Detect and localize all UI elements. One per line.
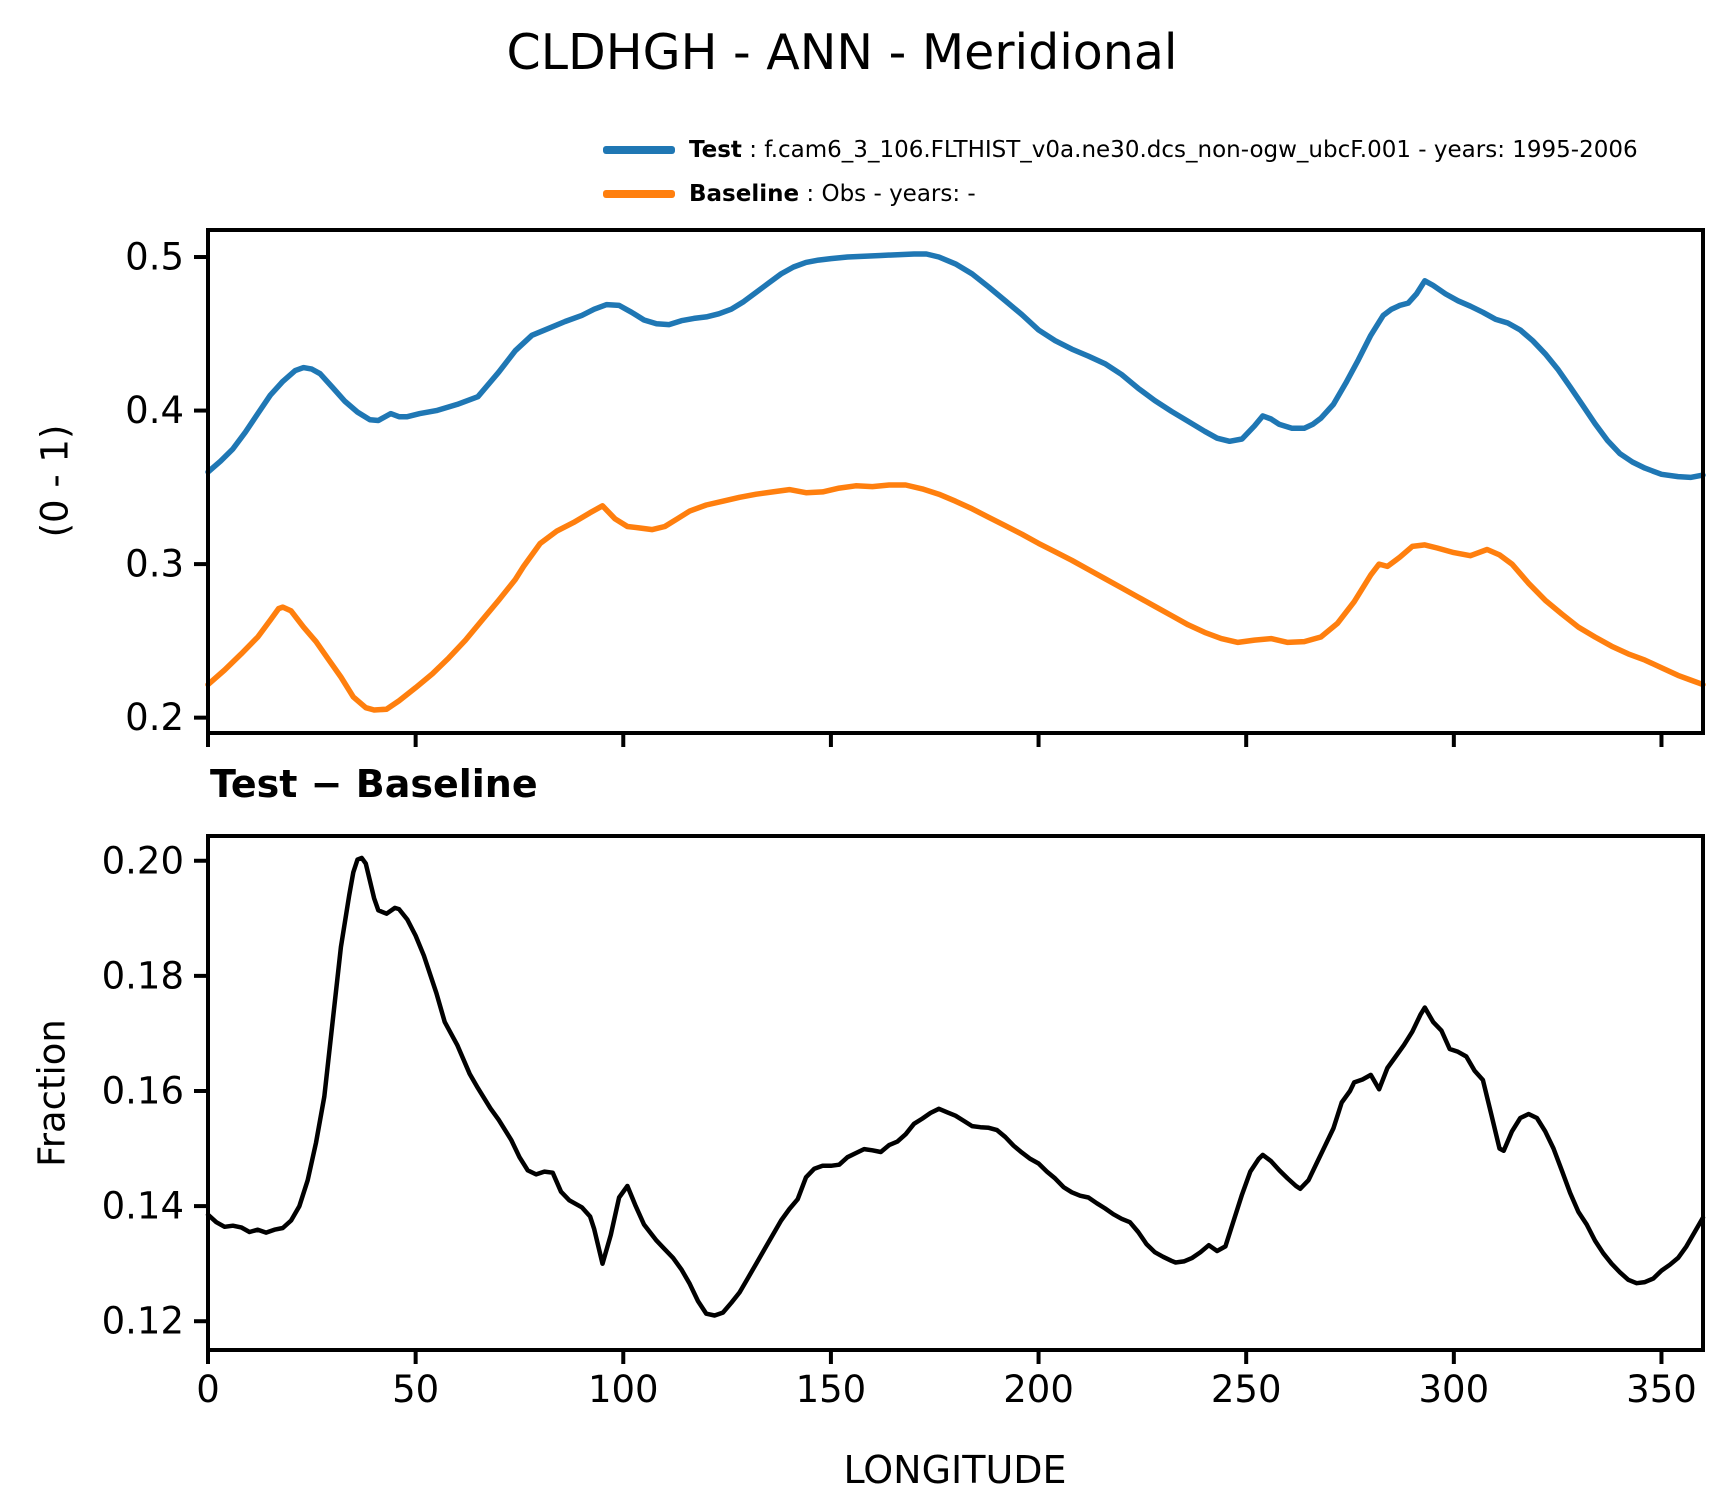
x-axis-label: LONGITUDE (843, 1448, 1067, 1492)
y-tick-label: 0.14 (102, 1185, 184, 1228)
baseline-line-swatch-icon (603, 190, 675, 198)
panel-diff: 0.20 0.18 0.16 0.14 0.12 0 50 100 150 200 250 300 35… (102, 834, 1706, 1411)
series-line-baseline (205, 482, 1706, 713)
page-title: CLDHGH - ANN - Meridional (506, 24, 1178, 81)
y-tick-label: 0.4 (125, 389, 184, 432)
x-tick-label: 0 (196, 1368, 220, 1411)
x-tick-label: 150 (796, 1368, 867, 1411)
axes-box (206, 834, 1705, 1352)
y-tick-label: 0.20 (102, 839, 184, 882)
x-tick-label: 50 (392, 1368, 439, 1411)
x-tick-label: 100 (588, 1368, 659, 1411)
y-tick-label: 0.2 (125, 696, 184, 739)
diff-panel-title: Test − Baseline (210, 762, 538, 806)
y-tick-label: 0.18 (102, 954, 184, 997)
series-line-test (205, 251, 1706, 481)
x-tick-label: 300 (1419, 1368, 1490, 1411)
series-line-test-baseline (205, 855, 1706, 1318)
x-tick-label: 200 (1003, 1368, 1074, 1411)
legend-label-test: Test : f.cam6_3_106.FLTHIST_v0a.ne30.dcs… (689, 137, 1638, 163)
legend-item-baseline: Baseline : Obs - years: - (603, 176, 1638, 212)
y-tick-label: 0.12 (102, 1300, 184, 1343)
x-tick-label: 350 (1626, 1368, 1697, 1411)
y-tick-label: 0.3 (125, 543, 184, 586)
legend: Test : f.cam6_3_106.FLTHIST_v0a.ne30.dcs… (603, 132, 1638, 220)
legend-item-test: Test : f.cam6_3_106.FLTHIST_v0a.ne30.dcs… (603, 132, 1638, 168)
test-line-swatch-icon (603, 146, 675, 154)
y-tick-label: 0.16 (102, 1069, 184, 1112)
y-tick-label: 0.5 (125, 236, 184, 279)
x-tick-label: 250 (1211, 1368, 1282, 1411)
axes-box (206, 228, 1705, 735)
legend-label-baseline: Baseline : Obs - years: - (689, 181, 976, 207)
panel-main: 0.5 0.4 0.3 0.2 (125, 228, 1706, 747)
